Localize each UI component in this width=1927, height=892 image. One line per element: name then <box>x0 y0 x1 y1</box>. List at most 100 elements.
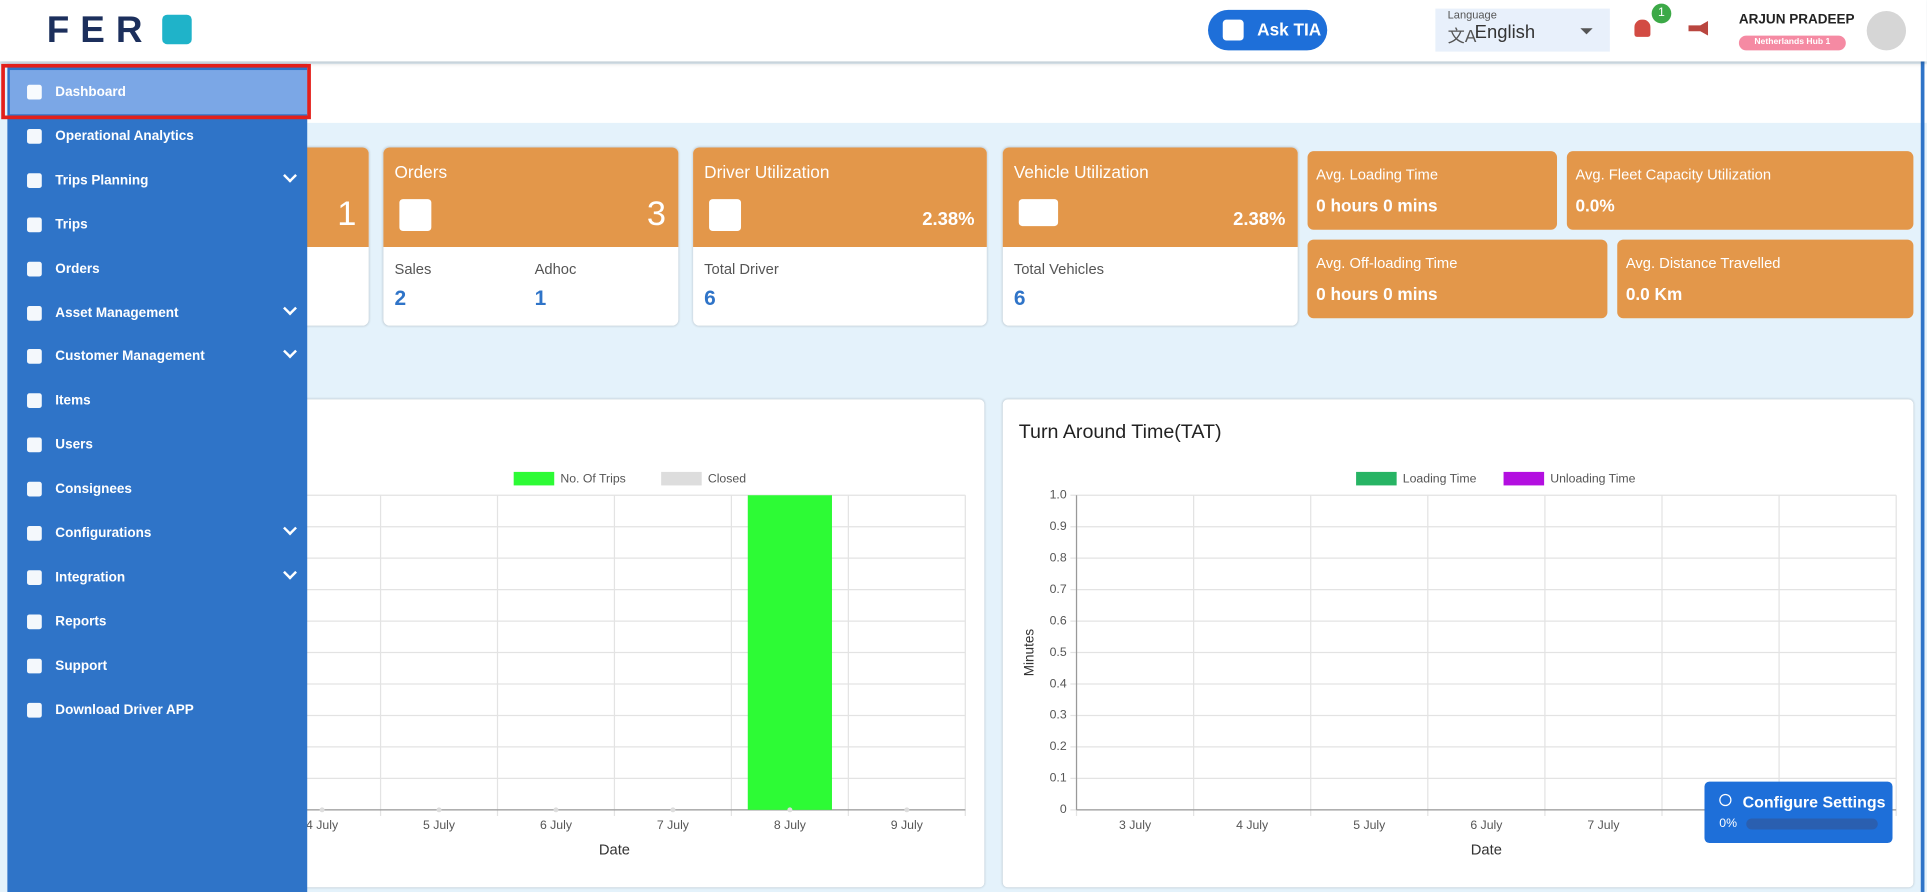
card-value: 2.38% <box>922 208 975 230</box>
nav-item[interactable]: Support <box>10 644 307 688</box>
dropdown-caret <box>1580 28 1593 40</box>
expand-chevron <box>283 344 297 359</box>
trips-panel <box>245 399 985 888</box>
card-header: Vehicle Utilization 2.38% <box>1002 147 1298 248</box>
card-icon <box>709 199 742 232</box>
nav-label: Reports <box>55 614 107 629</box>
x-tick-label: 5 July <box>423 818 456 832</box>
fleet-card: Avg. Fleet Capacity Utilization 0.0% <box>1566 151 1914 230</box>
stat-label: Adhoc <box>534 260 577 278</box>
nav-icon <box>27 437 42 453</box>
y-axis-label: Minutes <box>1021 629 1036 677</box>
x-axis-label: Date <box>1471 842 1502 858</box>
card-value: 3 <box>646 194 667 233</box>
nav-item[interactable]: Orders <box>10 247 307 291</box>
stat-value: 6 <box>704 286 716 310</box>
nav-label: Consignees <box>55 481 132 497</box>
y-tick-label: 0.8 <box>1050 550 1067 564</box>
card-title: Vehicle Utilization <box>1013 162 1149 182</box>
nav-item[interactable]: Items <box>10 379 307 423</box>
legend-label: Unloading Time <box>1550 472 1635 486</box>
user-hub: Netherlands Hub 1 <box>1738 35 1846 51</box>
nav-item[interactable]: Consignees <box>10 467 307 511</box>
nav-item[interactable]: Configurations <box>10 511 307 555</box>
nav-icon <box>27 84 42 100</box>
announcement-icon[interactable] <box>1688 20 1709 36</box>
nav-label: Operational Analytics <box>55 128 194 144</box>
y-tick-label: 0.7 <box>1050 582 1067 596</box>
expand-chevron <box>283 300 297 315</box>
nav-item[interactable]: Download Driver APP <box>10 688 307 732</box>
bar-marker <box>904 807 910 813</box>
legend-swatch <box>1356 471 1397 486</box>
nav-icon <box>27 261 42 277</box>
chart-title: Turn Around Time(TAT) <box>1019 421 1222 443</box>
translate-icon: 文A <box>1447 25 1477 46</box>
card-title: Orders <box>394 162 448 182</box>
vehicle-card: Vehicle Utilization 2.38% Total Vehicles … <box>1002 147 1298 326</box>
card-title: Driver Utilization <box>704 162 830 182</box>
stat-value: 6 <box>1013 286 1026 310</box>
nav-icon <box>27 173 42 188</box>
nav-icon <box>27 658 42 674</box>
nav-icon <box>27 305 42 321</box>
x-tick-label: 6 July <box>1470 818 1503 832</box>
nav-item[interactable]: Customer Management <box>10 335 307 379</box>
configure-title: Configure Settings <box>1742 792 1886 812</box>
x-axis-label: Date <box>599 842 630 858</box>
y-tick-label: 0.6 <box>1050 613 1067 627</box>
bar-marker <box>787 807 793 813</box>
nav-label: Download Driver APP <box>55 702 194 718</box>
card-icon <box>399 199 432 232</box>
progress-bar <box>1746 818 1878 830</box>
stat-label: Total Vehicles <box>1013 260 1105 278</box>
nav-item[interactable]: Dashboard <box>9 70 308 115</box>
progress-label: 0% <box>1719 817 1737 831</box>
nav-icon <box>27 570 42 585</box>
nav-label: Integration <box>55 570 126 585</box>
user-name[interactable]: ARJUN PRADEEP <box>1738 12 1855 28</box>
nav-icon <box>27 349 42 365</box>
nav-item[interactable]: Reports <box>10 599 307 643</box>
nav-icon <box>27 393 42 409</box>
card-value: 2.38% <box>1233 208 1286 230</box>
nav-item[interactable]: Integration <box>10 555 307 599</box>
legend-label: Loading Time <box>1403 472 1477 486</box>
language-select[interactable]: Language 文A English <box>1435 8 1610 52</box>
avatar[interactable] <box>1866 11 1907 51</box>
expand-chevron <box>283 565 297 580</box>
nav-label: Customer Management <box>55 349 205 365</box>
ask-icon <box>1222 19 1244 41</box>
nav-item[interactable]: Operational Analytics <box>10 114 307 158</box>
logo[interactable]: FER <box>46 9 154 51</box>
notification-bell[interactable] <box>1634 19 1651 37</box>
bar-marker <box>319 807 325 813</box>
scrollbar[interactable] <box>1920 61 1925 892</box>
page-header <box>307 63 1927 123</box>
card-value: 1 <box>337 194 357 233</box>
y-tick-label: 1.0 <box>1050 487 1067 501</box>
nav-item[interactable]: Users <box>10 423 307 467</box>
orders-card: Orders 3 Sales 2 Adhoc 1 <box>383 147 679 326</box>
nav-label: Orders <box>55 261 100 277</box>
x-tick-label: 9 July <box>891 818 924 832</box>
card-title: Avg. Off-loading Time <box>1316 254 1458 272</box>
x-tick-label: 7 July <box>657 818 690 832</box>
nav-label: Items <box>55 393 91 409</box>
ask-label: Ask TIA <box>1257 19 1322 40</box>
card-header: Orders 3 <box>383 147 679 248</box>
top-bar: FER Ask TIA Language 文A English 1 ARJUN … <box>0 0 1927 62</box>
nav-item[interactable]: Asset Management <box>10 291 307 335</box>
nav-icon <box>27 481 42 497</box>
legend-swatch <box>513 471 555 486</box>
y-tick-label: 0.9 <box>1050 519 1067 533</box>
y-tick-label: 0.5 <box>1050 645 1067 659</box>
logo-icon <box>162 14 192 45</box>
driver-card: Driver Utilization 2.38% Total Driver 6 <box>693 147 987 326</box>
nav-item[interactable]: Trips Planning <box>10 158 307 202</box>
configure-settings[interactable]: Configure Settings 0% <box>1704 781 1893 844</box>
ask-button[interactable]: Ask TIA <box>1208 9 1328 51</box>
nav-item[interactable]: Trips <box>10 202 307 246</box>
